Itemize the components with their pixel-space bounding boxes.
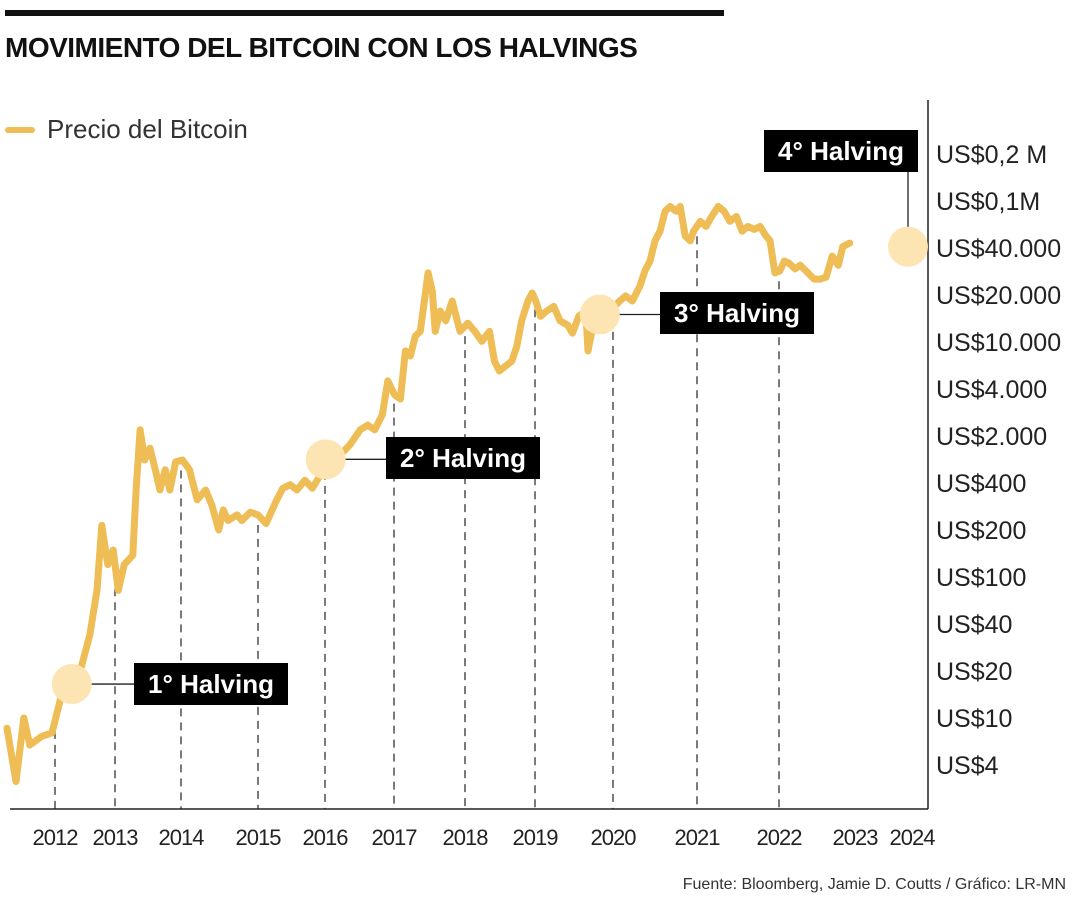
x-tick-label: 2014 [159, 825, 205, 850]
source-credit: Fuente: Bloomberg, Jamie D. Coutts / Grá… [682, 876, 1066, 893]
halving-marker [305, 439, 346, 480]
y-tick-label: US$10 [936, 705, 1012, 733]
halving-label-box [660, 292, 814, 334]
legend-swatch [5, 126, 35, 133]
x-tick-label: 2017 [372, 825, 418, 850]
x-tick-label: 2015 [236, 825, 282, 850]
y-tick-label: US$0,2 M [936, 141, 1047, 169]
x-tick-label: 2021 [675, 825, 721, 850]
x-tick-label: 2019 [513, 825, 559, 850]
y-tick-label: US$200 [936, 517, 1026, 545]
price-line [3, 202, 854, 785]
y-tick-label: US$2.000 [936, 423, 1047, 451]
legend-label: Precio del Bitcoin [47, 114, 248, 144]
y-tick-label: US$20 [936, 658, 1012, 686]
x-tick-label: 2020 [591, 825, 637, 850]
title-rule [5, 10, 724, 16]
x-tick-label: 2024 [890, 825, 936, 850]
y-tick-label: US$20.000 [936, 282, 1061, 310]
x-tick-label: 2012 [33, 825, 79, 850]
y-tick-label: US$40 [936, 611, 1012, 639]
x-tick-label: 2018 [443, 825, 489, 850]
y-tick-label: US$400 [936, 470, 1026, 498]
x-tick-label: 2013 [93, 825, 139, 850]
y-tick-label: US$40.000 [936, 235, 1061, 263]
x-tick-label: 2016 [303, 825, 349, 850]
x-tick-label: 2023 [833, 825, 879, 850]
halving-marker [888, 226, 929, 267]
y-tick-label: US$4 [936, 752, 999, 780]
halving-label-box [764, 130, 918, 172]
halving-label: 1° Halving [148, 669, 274, 699]
halving-label-box [386, 437, 540, 479]
halving-label: 4° Halving [778, 136, 904, 166]
x-tick-label: 2022 [757, 825, 803, 850]
halving-marker [51, 664, 92, 705]
y-tick-label: US$10.000 [936, 329, 1061, 357]
halving-label-box [134, 663, 288, 705]
y-tick-label: US$100 [936, 564, 1026, 592]
y-tick-label: US$4.000 [936, 376, 1047, 404]
chart-title: MOVIMIENTO DEL BITCOIN CON LOS HALVINGS [5, 32, 638, 63]
y-tick-label: US$0,1M [936, 188, 1040, 216]
halving-label: 3° Halving [674, 298, 800, 328]
halving-marker [579, 294, 620, 335]
halving-label: 2° Halving [400, 443, 526, 473]
legend: Precio del Bitcoin [5, 114, 248, 145]
